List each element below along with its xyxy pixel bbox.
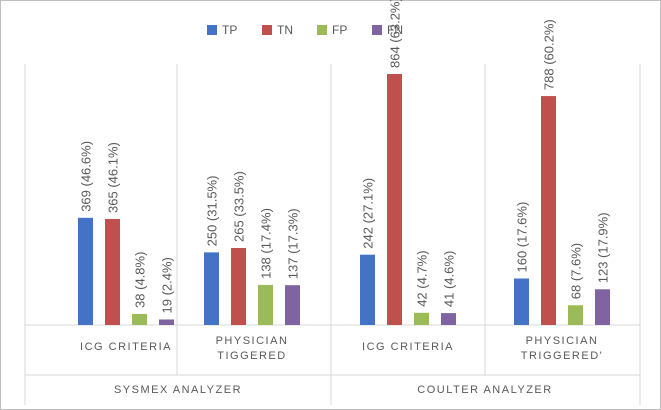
data-label-fp-3: 42 (4.7%) <box>415 250 430 306</box>
data-label-fn-2: 137 (17.3%) <box>286 208 301 279</box>
bar-tn-2 <box>231 248 246 325</box>
legend-swatch-tn <box>262 25 272 35</box>
bar-tn-1 <box>105 218 120 325</box>
legend-label-tn: TN <box>277 23 293 37</box>
data-label-tp-3: 242 (27.1%) <box>361 178 376 249</box>
data-label-tp-1: 369 (46.6%) <box>79 141 94 212</box>
bar-fp-3 <box>414 312 429 325</box>
legend-swatch-tp <box>207 25 217 35</box>
group-label-2: COULTER ANALYZER <box>417 384 552 396</box>
data-label-tp-4: 160 (17.6%) <box>515 202 530 273</box>
category-label: PHYSICIAN <box>216 335 289 347</box>
bar-fp-4 <box>568 305 583 325</box>
legend-label-fn: FN <box>387 23 403 37</box>
category-label: TIGGERED <box>217 350 286 362</box>
bar-fn-2 <box>285 285 300 325</box>
category-label: ICG CRITERIA <box>80 341 172 353</box>
data-label-fp-2: 138 (17.4%) <box>259 208 274 279</box>
group-label-1: SYSMEX ANALYZER <box>114 384 242 396</box>
legend-swatch-fp <box>317 25 327 35</box>
legend-swatch-fn <box>372 25 382 35</box>
bar-fn-4 <box>595 289 610 325</box>
bar-fn-3 <box>441 313 456 325</box>
data-label-tn-2: 265 (33.5%) <box>232 171 247 242</box>
legend-label-fp: FP <box>332 23 347 37</box>
data-label-tn-4: 788 (60.2%) <box>542 19 557 90</box>
data-label-tp-2: 250 (31.5%) <box>205 176 220 247</box>
bar-tn-3 <box>387 74 402 325</box>
bar-tp-2 <box>204 252 219 325</box>
data-label-fp-1: 38 (4.8%) <box>133 252 148 308</box>
category-label: PHYSICIAN <box>526 335 599 347</box>
bar-fn-1 <box>159 319 174 325</box>
data-label-tn-1: 365 (46.1%) <box>106 142 121 213</box>
bar-tp-4 <box>514 278 529 325</box>
category-label: TRIGGERED' <box>521 350 604 362</box>
bar-fp-2 <box>258 284 273 325</box>
data-label-fn-1: 19 (2.4%) <box>160 257 175 313</box>
category-label: ICG CRITERIA <box>362 341 454 353</box>
data-label-tn-3: 864 (63.2%) <box>388 0 403 68</box>
data-label-fn-4: 123 (17.9%) <box>596 212 611 283</box>
data-label-fn-3: 41 (4.6%) <box>442 251 457 307</box>
data-label-fp-4: 68 (7.6%) <box>569 243 584 299</box>
legend-label-tp: TP <box>222 23 237 37</box>
bar-tp-3 <box>360 254 375 325</box>
bar-tn-4 <box>541 96 556 325</box>
bar-fp-1 <box>132 313 147 325</box>
bar-tp-1 <box>78 217 93 325</box>
